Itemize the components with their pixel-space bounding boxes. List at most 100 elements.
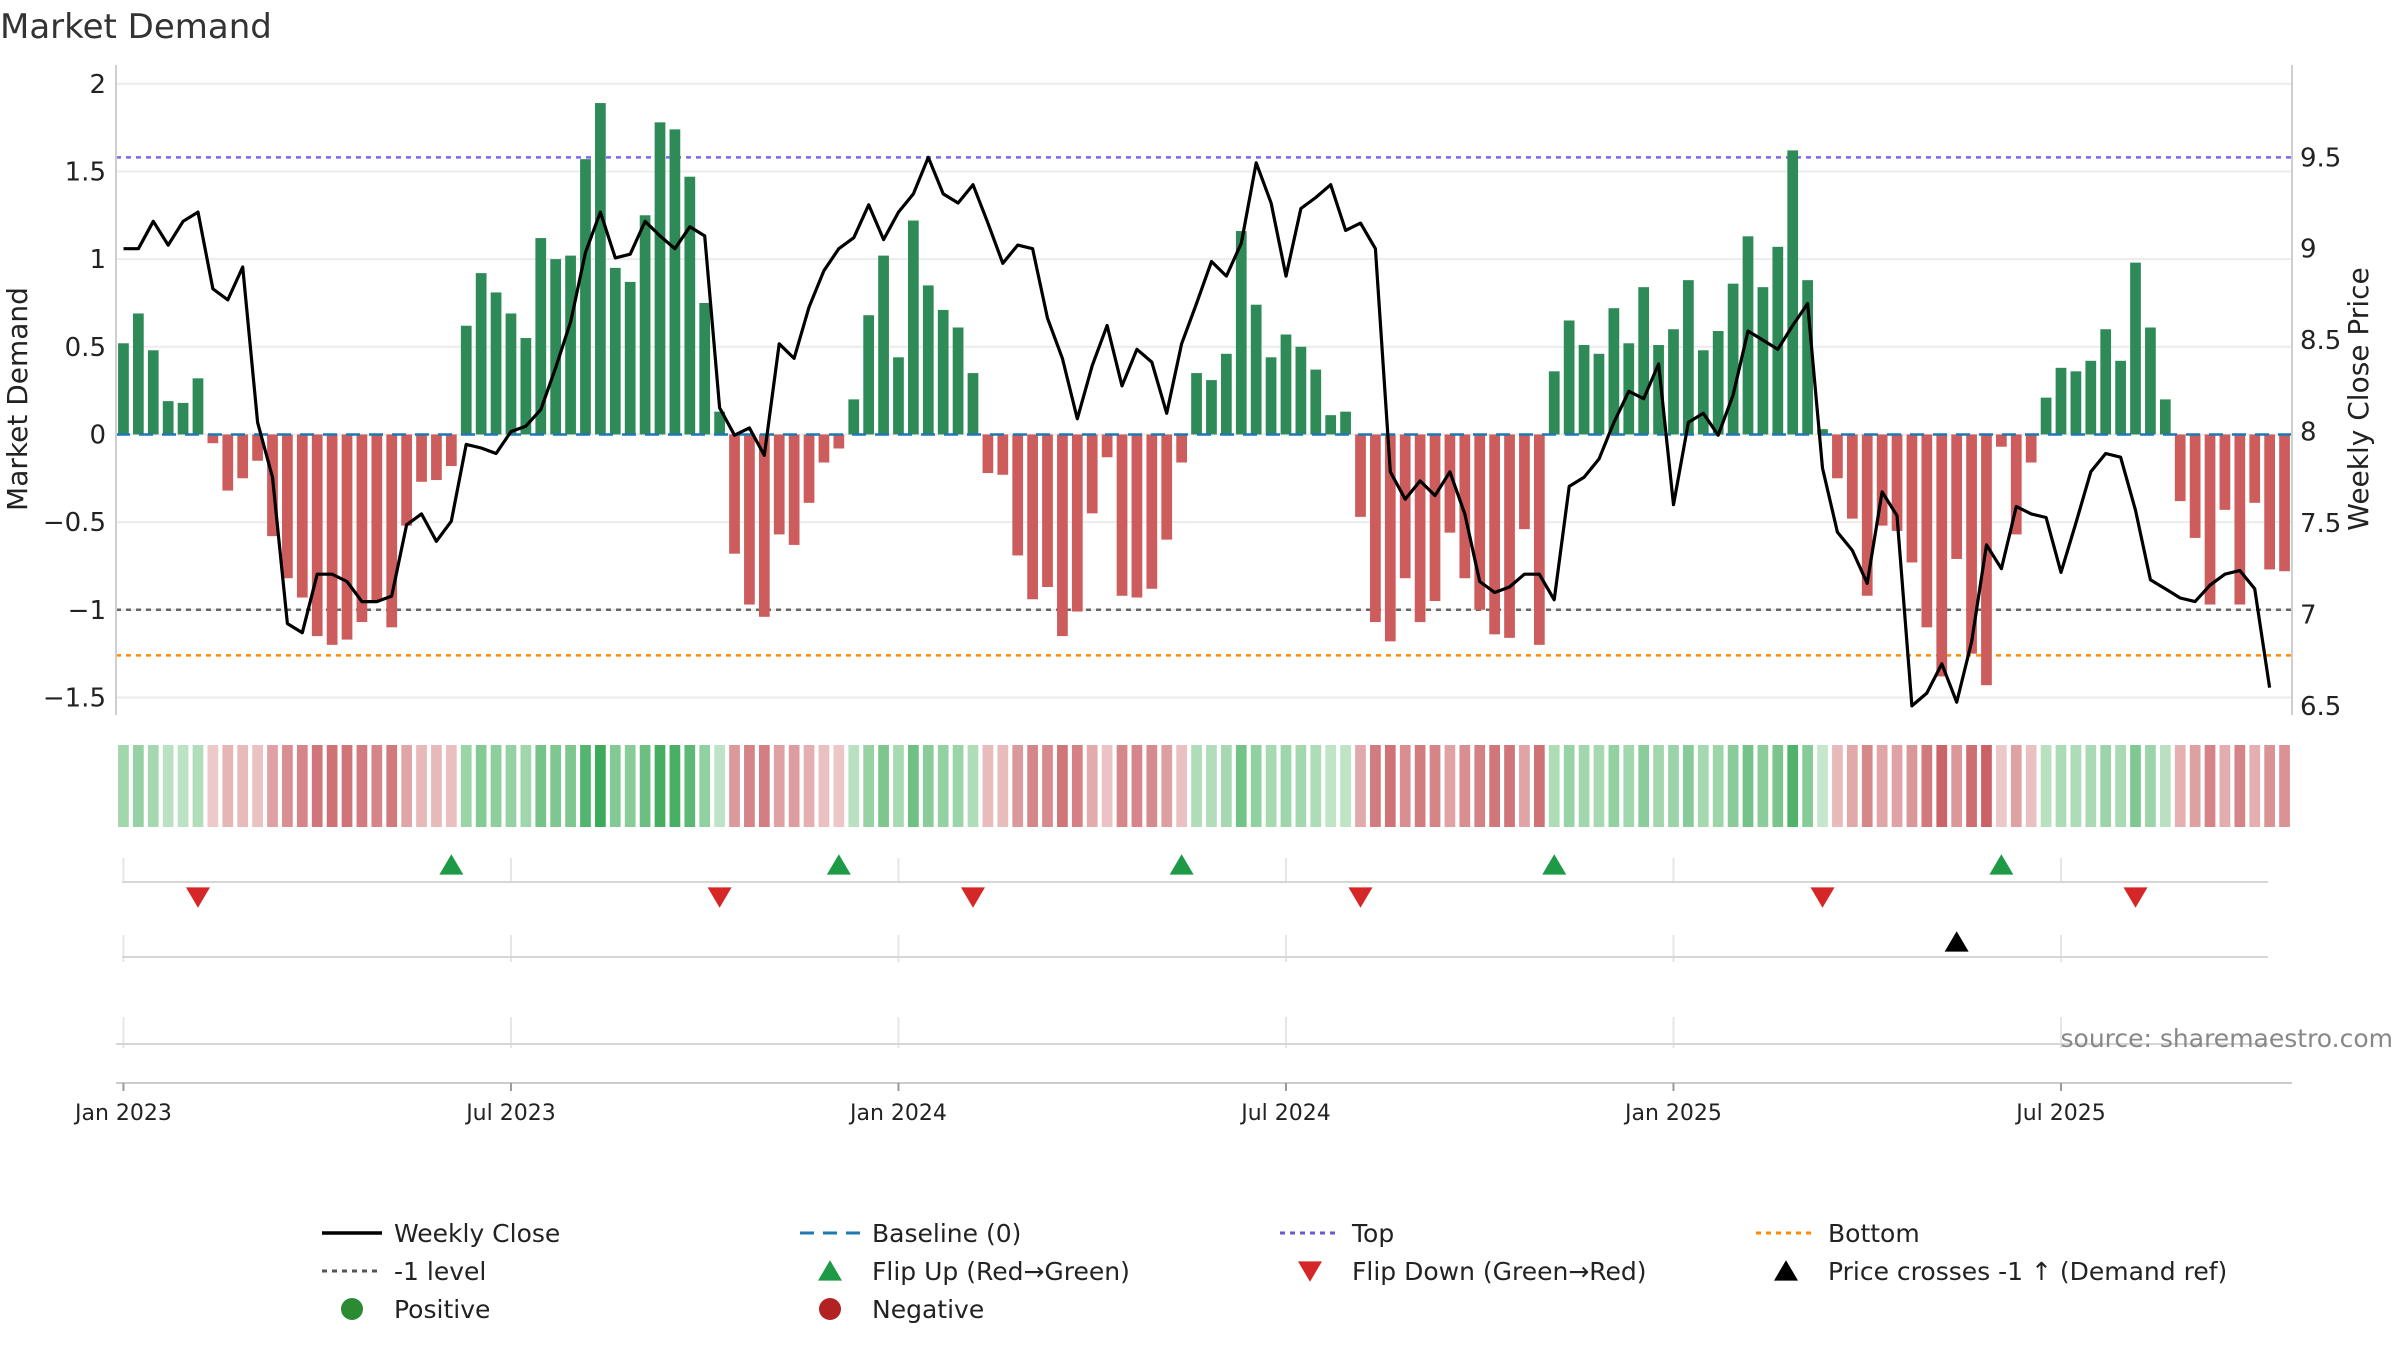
negative-demand-bar bbox=[1474, 434, 1486, 610]
negative-demand-bar bbox=[296, 434, 308, 598]
negative-demand-bar bbox=[1384, 434, 1396, 642]
positive-demand-bar bbox=[535, 238, 547, 435]
heat-strip-cell bbox=[341, 745, 353, 827]
positive-demand-bar bbox=[147, 350, 159, 435]
x-tick-label: Jan 2023 bbox=[73, 1101, 172, 1126]
heat-strip-cell bbox=[624, 745, 636, 827]
reference-lines bbox=[116, 156, 2292, 657]
heat-strip-cell bbox=[1504, 745, 1515, 827]
positive-demand-bar bbox=[1623, 343, 1635, 435]
x-tick-label: Jul 2024 bbox=[1239, 1101, 1331, 1126]
heat-strip-cell bbox=[282, 745, 293, 827]
heat-strip-cell bbox=[1772, 745, 1784, 827]
heat-strip-cell bbox=[207, 745, 219, 827]
heat-strip-cell bbox=[356, 745, 368, 827]
negative-demand-bar bbox=[1876, 434, 1888, 526]
heat-strip-cell bbox=[1683, 745, 1694, 827]
heat-strip-cell bbox=[222, 745, 234, 827]
positive-demand-bar bbox=[893, 357, 904, 435]
negative-demand-bar bbox=[1846, 434, 1858, 519]
heat-strip-cell bbox=[535, 745, 547, 827]
y2-tick-label: 9.5 bbox=[2300, 143, 2341, 173]
y2-tick-label: 8.5 bbox=[2300, 326, 2341, 356]
positive-demand-bar bbox=[1220, 353, 1232, 435]
heat-strip-cell bbox=[386, 745, 398, 827]
negative-demand-bar bbox=[2234, 434, 2246, 605]
legend-swatch bbox=[341, 1298, 363, 1320]
heat-strip-cell bbox=[162, 745, 174, 827]
heat-strip-cell bbox=[1370, 745, 1381, 827]
negative-demand-bar bbox=[1936, 434, 1948, 677]
y-tick-label: 1.5 bbox=[65, 157, 106, 187]
heat-strip-cell bbox=[1355, 745, 1366, 827]
heat-strip-cell bbox=[878, 745, 889, 827]
heat-strip-cell bbox=[1146, 745, 1158, 827]
heat-strip-cell bbox=[2115, 745, 2126, 827]
heat-strip-cell bbox=[1548, 745, 1560, 827]
heat-strip-cell bbox=[1086, 745, 1098, 827]
negative-demand-bar bbox=[326, 434, 338, 645]
legend-swatch bbox=[1774, 1260, 1798, 1281]
heat-strip-cell bbox=[1071, 745, 1083, 827]
heat-strip-cell bbox=[758, 745, 770, 827]
legend-item: Top bbox=[1280, 1219, 1394, 1248]
legend-label: Bottom bbox=[1828, 1219, 1920, 1248]
y2-tick-label: 8 bbox=[2300, 418, 2317, 448]
positive-demand-bar bbox=[699, 302, 711, 435]
y-tick-label: −1.5 bbox=[43, 683, 106, 713]
chart-title: Market Demand bbox=[0, 7, 272, 47]
flip-down-marker bbox=[960, 887, 985, 908]
legend-item: Baseline (0) bbox=[800, 1219, 1021, 1248]
negative-demand-bar bbox=[1370, 434, 1381, 623]
negative-demand-bar bbox=[2204, 434, 2216, 605]
positive-demand-bar bbox=[550, 259, 562, 435]
heat-strip-cell bbox=[1891, 745, 1903, 827]
heat-strip-cell bbox=[550, 745, 562, 827]
heat-strip-cell bbox=[1638, 745, 1650, 827]
heat-strip-cell bbox=[1817, 745, 1828, 827]
heat-strip-cell bbox=[2189, 745, 2201, 827]
legend-item: Flip Down (Green→Red) bbox=[1298, 1257, 1647, 1286]
heat-strip-cell bbox=[445, 745, 457, 827]
negative-demand-bar bbox=[1086, 434, 1098, 514]
positive-demand-bar bbox=[908, 220, 919, 435]
heat-strip-cell bbox=[803, 745, 815, 827]
heat-strip-cell bbox=[1519, 745, 1530, 827]
negative-demand-bar bbox=[982, 434, 994, 474]
heat-strip-cell bbox=[2145, 745, 2156, 827]
y-tick-label: 0 bbox=[89, 420, 106, 450]
heat-strip-cell bbox=[1921, 745, 1933, 827]
flip-down-marker bbox=[2123, 887, 2148, 908]
heat-strip-cell bbox=[326, 745, 338, 827]
heat-strip-cell bbox=[1861, 745, 1873, 827]
heat-strip-cell bbox=[1593, 745, 1605, 827]
heat-strip-cell bbox=[1384, 745, 1396, 827]
heat-strip-cell bbox=[1996, 745, 2007, 827]
main-axes: −1.5 −1 −0.5 0 0.5 1 1.5 2 6.5 7 7.5 8 8.5 9 9.5 bbox=[43, 65, 2341, 722]
heat-strip-cell bbox=[1459, 745, 1471, 827]
negative-demand-bar bbox=[2025, 434, 2037, 463]
positive-demand-bar bbox=[2145, 327, 2156, 435]
negative-demand-bar bbox=[311, 434, 323, 637]
positive-demand-bar bbox=[595, 103, 606, 435]
heat-strip-cell bbox=[416, 745, 427, 827]
negative-demand-bar bbox=[1966, 434, 1977, 654]
legend-label: Flip Up (Red→Green) bbox=[872, 1257, 1130, 1286]
positive-demand-bar bbox=[684, 176, 696, 435]
positive-demand-bar bbox=[505, 313, 517, 435]
positive-demand-bar bbox=[1235, 231, 1247, 435]
heat-strip-cell bbox=[1668, 745, 1679, 827]
positive-demand-bar bbox=[192, 378, 204, 435]
y2-tick-label: 9 bbox=[2300, 235, 2317, 265]
heat-strip-cell bbox=[1533, 745, 1545, 827]
negative-demand-bar bbox=[445, 434, 457, 467]
heat-strip-cell bbox=[580, 745, 591, 827]
legend-label: Baseline (0) bbox=[872, 1219, 1021, 1248]
price-cross-marker bbox=[1944, 931, 1969, 952]
legend-swatch bbox=[818, 1260, 842, 1281]
positive-demand-bar bbox=[1280, 334, 1292, 435]
negative-demand-bar bbox=[2249, 434, 2261, 503]
positive-demand-bar bbox=[2130, 262, 2141, 435]
legend: Weekly Close Baseline (0) Top Bottom -1 leve… bbox=[322, 1219, 2227, 1324]
negative-demand-bar bbox=[2279, 434, 2290, 572]
